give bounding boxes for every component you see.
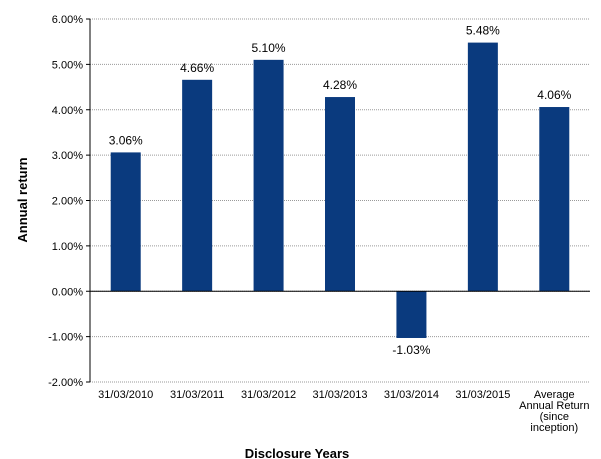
bar [110,152,141,292]
bars [110,42,570,338]
x-tick-label-line: 31/03/2010 [98,389,153,401]
x-tick-label-line: 31/03/2014 [384,389,439,401]
x-tick-label-line: 31/03/2011 [170,389,224,401]
x-tick-label-line: Average [534,389,575,401]
x-tick-label: 31/03/2014 [384,389,439,401]
data-label: 5.10% [252,41,286,55]
data-labels: 3.06% 4.66% 5.10% 4.28% -1.03% 5.48% 4.06% [109,24,572,357]
y-tick-label: -2.00% [48,377,83,389]
x-axis-title: Disclosure Years [245,446,350,459]
axes [86,18,590,383]
x-tick-label: 31/03/2013 [312,389,367,401]
bar [467,42,498,292]
y-tick-label: 4.00% [52,105,83,117]
x-tick-labels: 31/03/2010 31/03/2011 31/03/2012 31/03/2013… [98,389,589,434]
bar [253,59,284,292]
x-tick-label-line: 31/03/2012 [241,389,296,401]
data-label: 4.28% [323,78,357,92]
data-label: 3.06% [109,133,143,147]
y-tick-label: -1.00% [48,332,83,344]
x-tick-label: 31/03/2012 [241,389,296,401]
bar [182,79,213,292]
bar [396,291,427,338]
data-label: 4.06% [537,88,571,102]
y-axis-title: Annual return [15,157,30,242]
data-label: 5.48% [466,24,500,38]
y-tick-label: 1.00% [52,241,83,253]
y-tick-label: 0.00% [52,286,83,298]
x-tick-label: 31/03/2011 [170,389,224,401]
y-tick-label: 5.00% [52,59,83,71]
x-tick-label-line: 31/03/2013 [312,389,367,401]
y-tick-label: 2.00% [52,196,83,208]
bar [325,97,355,292]
x-tick-label-line: inception) [530,422,578,434]
bar [539,107,570,292]
x-tick-label-line: (since [540,411,569,423]
data-label: -1.03% [392,343,430,357]
x-tick-label-line: Annual Return [519,400,589,412]
y-tick-label: 6.00% [52,14,83,26]
y-tick-label: 3.00% [52,150,83,162]
x-tick-label: 31/03/2015 [455,389,510,401]
x-tick-label-line: 31/03/2015 [455,389,510,401]
data-label: 4.66% [180,61,214,75]
x-tick-label: Average Annual Return (since inception) [519,389,589,434]
x-tick-label: 31/03/2010 [98,389,153,401]
y-tick-labels: -2.00% -1.00% 0.00% 1.00% 2.00% 3.00% 4.00% 5.0… [48,14,83,389]
